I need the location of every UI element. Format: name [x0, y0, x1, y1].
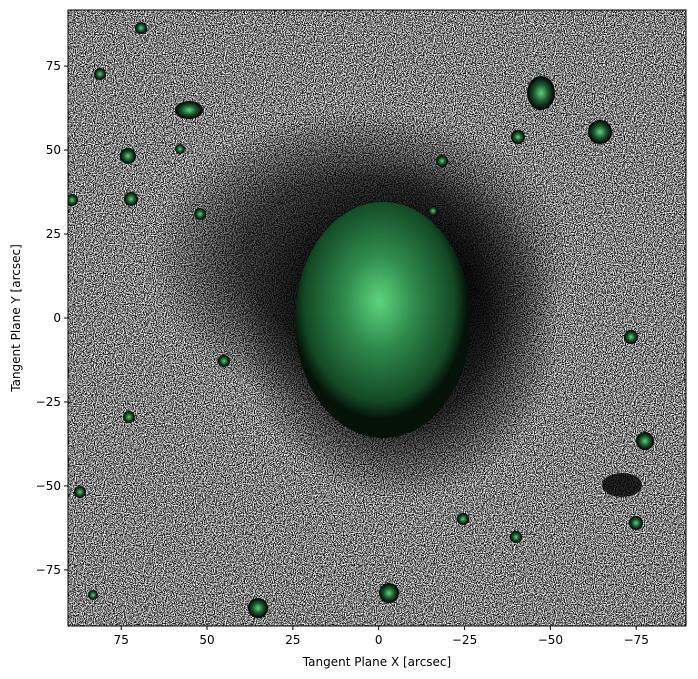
y-tick-label: 0 — [53, 311, 61, 325]
x-tick-label: 0 — [375, 633, 383, 647]
y-tick-label: −25 — [36, 395, 61, 409]
y-tick-label: 75 — [46, 59, 61, 73]
x-tick-label: 25 — [285, 633, 300, 647]
sky-image — [68, 10, 686, 626]
x-axis-label: Tangent Plane X [arcsec] — [302, 655, 451, 669]
x-tick-label: 75 — [114, 633, 129, 647]
x-tick-label: 50 — [199, 633, 214, 647]
x-tick-label: −25 — [452, 633, 477, 647]
y-tick-label: −50 — [36, 479, 61, 493]
y-tick-label: 50 — [46, 143, 61, 157]
x-tick-label: −75 — [624, 633, 649, 647]
y-tick-label: −75 — [36, 563, 61, 577]
x-tick-label: −50 — [538, 633, 563, 647]
y-axis-label: Tangent Plane Y [arcsec] — [9, 244, 23, 393]
y-tick-label: 25 — [46, 227, 61, 241]
